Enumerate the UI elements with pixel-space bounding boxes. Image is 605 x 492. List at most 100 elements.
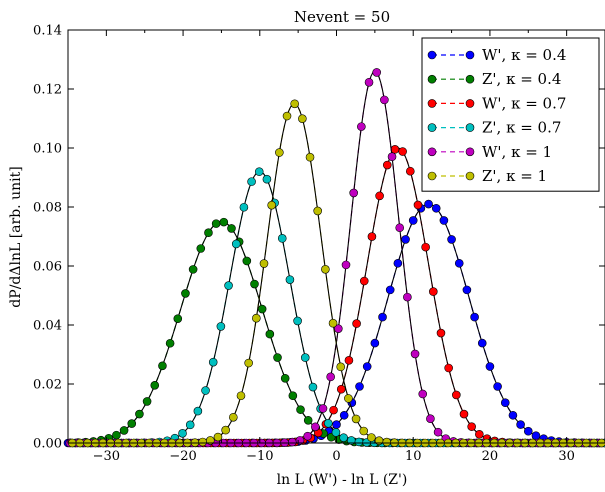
data-point xyxy=(181,289,189,297)
data-point xyxy=(434,428,442,436)
data-point xyxy=(278,234,286,242)
data-point xyxy=(179,429,187,437)
data-point xyxy=(379,313,387,321)
data-point xyxy=(248,178,256,186)
data-point xyxy=(406,167,414,175)
data-point xyxy=(194,407,202,415)
data-point xyxy=(263,175,271,183)
data-point xyxy=(345,356,353,364)
data-point xyxy=(225,282,233,290)
data-point xyxy=(391,145,399,153)
data-point xyxy=(432,204,440,212)
data-point xyxy=(426,415,434,423)
data-point xyxy=(217,322,225,330)
data-point xyxy=(509,411,517,419)
legend-label: W', κ = 0.4 xyxy=(482,46,566,64)
data-point xyxy=(380,96,388,104)
y-tick-label: 0.00 xyxy=(33,437,62,452)
data-point xyxy=(232,240,240,248)
legend-marker xyxy=(466,172,474,180)
data-point xyxy=(298,115,306,123)
data-point xyxy=(281,374,289,382)
data-point xyxy=(350,189,358,197)
data-point xyxy=(304,432,312,440)
data-point xyxy=(383,438,391,446)
data-point xyxy=(452,391,460,399)
data-point xyxy=(332,428,340,436)
data-point xyxy=(288,438,296,446)
data-point xyxy=(128,420,136,428)
data-point xyxy=(222,426,230,434)
data-point xyxy=(524,427,532,435)
data-point xyxy=(337,385,345,393)
data-point xyxy=(468,423,476,431)
data-point xyxy=(411,350,419,358)
data-point xyxy=(402,235,410,243)
data-point xyxy=(304,416,312,424)
x-tick-label: 20 xyxy=(482,449,499,464)
data-point xyxy=(252,314,260,322)
legend-marker xyxy=(428,148,436,156)
data-point xyxy=(445,364,453,372)
data-point xyxy=(371,339,379,347)
data-point xyxy=(212,220,220,228)
y-tick-label: 0.14 xyxy=(33,24,62,39)
chart-title: Nevent = 50 xyxy=(294,8,390,26)
data-point xyxy=(352,415,360,423)
legend-label: Z', κ = 0.4 xyxy=(482,70,561,88)
data-point xyxy=(186,421,194,429)
data-point xyxy=(291,100,299,108)
legend-marker xyxy=(466,99,474,107)
legend: W', κ = 0.4Z', κ = 0.4W', κ = 0.7Z', κ =… xyxy=(422,38,599,191)
data-point xyxy=(258,305,266,313)
data-point xyxy=(324,419,332,427)
legend-marker xyxy=(466,148,474,156)
data-point xyxy=(486,363,494,371)
legend-label: Z', κ = 0.7 xyxy=(482,119,561,137)
data-point xyxy=(250,280,258,288)
data-point xyxy=(204,229,212,237)
data-point xyxy=(199,438,207,446)
data-point xyxy=(329,319,337,327)
legend-marker xyxy=(466,124,474,132)
data-point xyxy=(202,387,210,395)
data-point xyxy=(425,200,433,208)
data-point xyxy=(383,161,391,169)
data-point xyxy=(368,233,376,241)
data-point xyxy=(501,399,509,407)
data-point xyxy=(532,432,540,440)
data-point xyxy=(365,78,373,86)
data-point xyxy=(376,192,384,200)
data-point xyxy=(189,265,197,273)
x-tick-label: 10 xyxy=(405,449,422,464)
data-point xyxy=(394,259,402,267)
legend-marker xyxy=(428,51,436,59)
y-tick-label: 0.04 xyxy=(33,319,62,334)
data-point xyxy=(448,235,456,243)
data-point xyxy=(255,168,263,176)
data-point xyxy=(340,411,348,419)
x-tick-label: 0 xyxy=(332,449,340,464)
data-point xyxy=(330,406,338,414)
data-point xyxy=(309,383,317,391)
data-point xyxy=(333,421,341,429)
data-point xyxy=(260,260,268,268)
legend-marker xyxy=(466,51,474,59)
y-tick-label: 0.02 xyxy=(33,378,62,393)
legend-label: W', κ = 1 xyxy=(482,143,552,161)
data-point xyxy=(294,317,302,325)
data-point xyxy=(158,362,166,370)
data-point xyxy=(229,413,237,421)
data-point xyxy=(274,354,282,362)
data-point xyxy=(311,423,319,431)
data-point xyxy=(197,244,205,252)
data-point xyxy=(355,438,363,446)
data-point xyxy=(275,149,283,157)
data-point xyxy=(460,410,468,418)
data-point xyxy=(367,434,375,442)
data-point xyxy=(243,257,251,265)
data-point xyxy=(314,207,322,215)
data-point xyxy=(237,392,245,400)
data-point xyxy=(437,329,445,337)
